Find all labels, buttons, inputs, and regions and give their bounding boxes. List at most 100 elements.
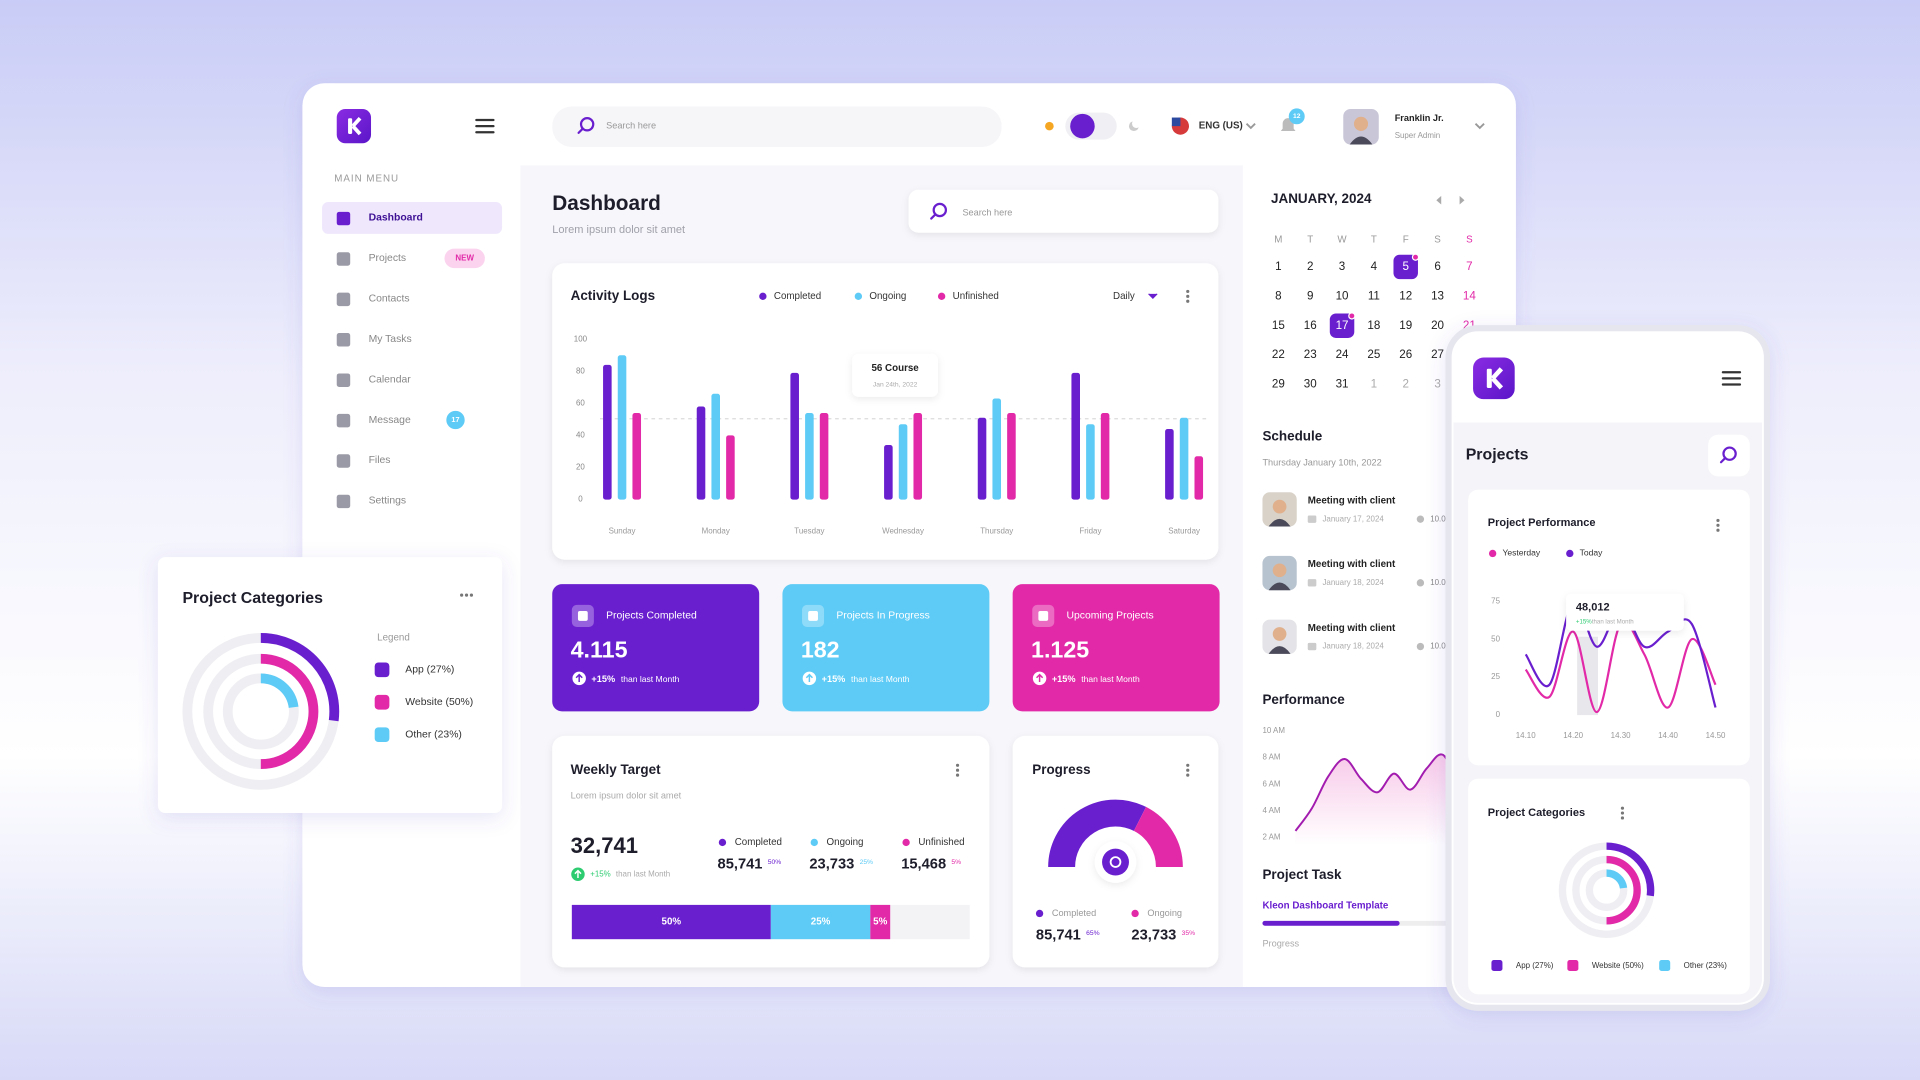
trend-icon bbox=[805, 673, 813, 683]
day[interactable]: 17 bbox=[1336, 319, 1349, 332]
avatar-body bbox=[1349, 136, 1373, 145]
x-tick-label: Sunday bbox=[609, 527, 636, 536]
nav-item[interactable]: My Tasks bbox=[369, 334, 412, 345]
more-button[interactable] bbox=[1186, 294, 1190, 298]
more-button[interactable] bbox=[464, 593, 469, 597]
section-title: Performance bbox=[1262, 692, 1345, 707]
x-tick-label: Tuesday bbox=[794, 527, 824, 536]
day[interactable]: 23 bbox=[1304, 348, 1317, 361]
day[interactable]: 16 bbox=[1304, 319, 1317, 332]
day[interactable]: 12 bbox=[1399, 289, 1412, 302]
more-button[interactable] bbox=[1716, 528, 1720, 532]
search-box[interactable] bbox=[908, 189, 1219, 233]
search-placeholder: Search here bbox=[606, 121, 656, 131]
more-button[interactable] bbox=[1716, 523, 1720, 527]
calendar-icon bbox=[1307, 515, 1317, 523]
more-button[interactable] bbox=[1186, 289, 1190, 294]
more-button[interactable] bbox=[1716, 518, 1720, 523]
more-button[interactable] bbox=[1186, 768, 1190, 772]
day[interactable]: 1 bbox=[1275, 260, 1281, 273]
bar bbox=[977, 417, 987, 500]
day[interactable]: 26 bbox=[1399, 348, 1412, 361]
more-button[interactable] bbox=[1620, 816, 1625, 820]
day[interactable]: 6 bbox=[1434, 260, 1440, 273]
legend-marker bbox=[759, 292, 767, 301]
next-button[interactable] bbox=[1459, 195, 1465, 205]
calendar-icon bbox=[1307, 642, 1317, 651]
day[interactable]: 8 bbox=[1275, 289, 1281, 302]
day[interactable]: 3 bbox=[1434, 378, 1440, 391]
more-button[interactable] bbox=[460, 593, 464, 597]
bar bbox=[1165, 429, 1174, 500]
nav-item[interactable]: Files bbox=[369, 455, 391, 466]
day[interactable]: 22 bbox=[1272, 348, 1285, 361]
stat-title: Upcoming Projects bbox=[1067, 611, 1154, 622]
day[interactable]: 25 bbox=[1367, 348, 1380, 361]
moon-cut bbox=[1132, 119, 1141, 128]
more-button[interactable] bbox=[955, 763, 960, 767]
more-button[interactable] bbox=[1186, 299, 1190, 303]
segment-label: 5% bbox=[873, 917, 887, 928]
y-tick-label: 40 bbox=[576, 431, 585, 440]
day[interactable]: 4 bbox=[1371, 260, 1378, 273]
nav-item[interactable]: Projects bbox=[369, 253, 407, 264]
bar bbox=[805, 412, 814, 500]
stat-icon bbox=[1038, 611, 1049, 621]
tooltip bbox=[1566, 593, 1684, 631]
day[interactable]: 20 bbox=[1431, 319, 1444, 332]
more-button[interactable] bbox=[1620, 811, 1625, 815]
day[interactable]: 30 bbox=[1304, 378, 1317, 391]
clock-icon bbox=[1416, 579, 1425, 587]
search-icon bbox=[579, 117, 595, 132]
nav-icon bbox=[336, 413, 351, 428]
day[interactable]: 3 bbox=[1339, 260, 1345, 273]
day[interactable]: 1 bbox=[1371, 378, 1377, 391]
event-date: January 18, 2024 bbox=[1322, 642, 1384, 651]
stat-title: Projects Completed bbox=[606, 611, 697, 622]
day[interactable]: 2 bbox=[1402, 378, 1408, 391]
nav-item[interactable]: Settings bbox=[369, 496, 407, 507]
prev-button[interactable] bbox=[1436, 195, 1442, 205]
day[interactable]: 29 bbox=[1272, 378, 1285, 391]
card-title: Project Categories bbox=[1488, 807, 1585, 819]
line bbox=[1294, 753, 1461, 832]
more-button[interactable] bbox=[469, 593, 474, 597]
day[interactable]: 19 bbox=[1399, 319, 1412, 332]
search-box[interactable] bbox=[552, 106, 1002, 147]
more-button[interactable] bbox=[955, 773, 960, 777]
legend-marker bbox=[1131, 909, 1139, 918]
y-tick-label: 4 AM bbox=[1262, 806, 1280, 815]
legend-value: 23,733 bbox=[1131, 927, 1176, 943]
day[interactable]: 15 bbox=[1272, 319, 1285, 332]
language[interactable]: ENG (US) bbox=[1199, 121, 1243, 132]
day[interactable]: 27 bbox=[1431, 348, 1444, 361]
nav-item[interactable]: Message bbox=[369, 415, 411, 426]
day[interactable]: 11 bbox=[1368, 289, 1380, 302]
nav-item[interactable]: Dashboard bbox=[369, 213, 423, 224]
day[interactable]: 24 bbox=[1336, 348, 1349, 361]
more-button[interactable] bbox=[1186, 773, 1190, 777]
day[interactable]: 10 bbox=[1336, 289, 1349, 302]
tooltip-date: Jan 24th, 2022 bbox=[873, 381, 918, 388]
avatar-head bbox=[1272, 499, 1287, 514]
more-button[interactable] bbox=[955, 768, 960, 772]
day[interactable]: 18 bbox=[1367, 319, 1380, 332]
day[interactable]: 7 bbox=[1466, 260, 1472, 273]
more-button[interactable] bbox=[1620, 806, 1625, 810]
day[interactable]: 5 bbox=[1402, 260, 1408, 273]
legend-label: Completed bbox=[1052, 908, 1096, 918]
bar bbox=[1007, 412, 1016, 500]
day[interactable]: 31 bbox=[1336, 378, 1349, 391]
stat-title: Projects In Progress bbox=[836, 611, 930, 622]
nav-item[interactable]: Contacts bbox=[369, 294, 410, 305]
day[interactable]: 2 bbox=[1307, 260, 1313, 273]
nav-item[interactable]: Calendar bbox=[369, 374, 412, 385]
day[interactable]: 13 bbox=[1431, 289, 1444, 302]
day[interactable]: 14 bbox=[1463, 289, 1476, 302]
search-button[interactable] bbox=[1708, 434, 1750, 477]
more-button[interactable] bbox=[1186, 763, 1190, 767]
search-icon bbox=[1722, 446, 1737, 461]
day[interactable]: 9 bbox=[1307, 289, 1313, 302]
dropdown[interactable]: Daily bbox=[1113, 291, 1135, 302]
